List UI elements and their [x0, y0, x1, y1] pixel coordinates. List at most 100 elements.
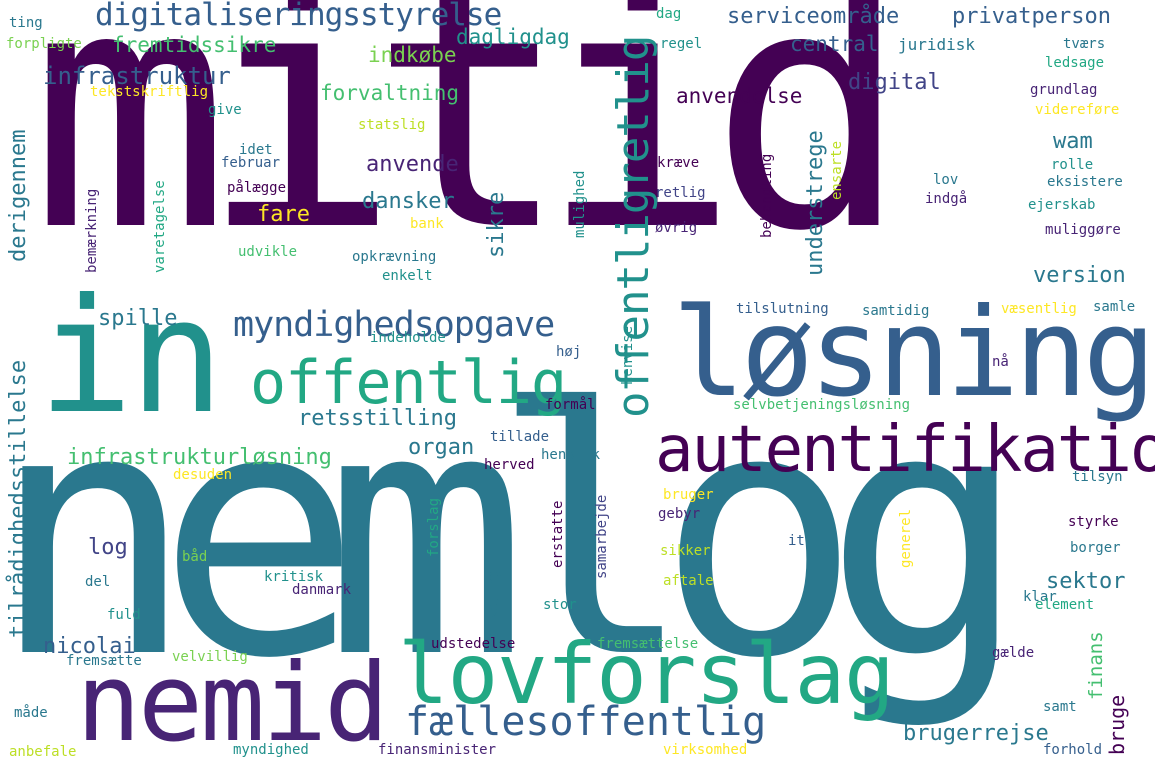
word-organ: organ — [408, 435, 475, 460]
word-forhold: forhold — [1043, 742, 1103, 758]
word-gebyr: gebyr — [658, 506, 701, 522]
word-folketing: folketing — [486, 569, 502, 645]
word-mitid: mitid — [30, 0, 909, 304]
word-version: version — [1033, 263, 1126, 288]
word-behandling: behandling — [759, 153, 775, 238]
word-ting: ting — [9, 15, 43, 31]
word-anvende: anvende — [366, 152, 459, 177]
word-gaelde: gælde — [992, 645, 1035, 661]
word-digitaliseringsstyrelse: digitaliseringsstyrelse — [95, 0, 502, 33]
word-sikre: sikre — [484, 191, 509, 258]
word-bemaerkning: bemærkning — [84, 188, 100, 273]
word-tvaers: tværs — [1063, 36, 1106, 52]
word-forslag: forslag — [426, 497, 442, 557]
word-enkelt: enkelt — [382, 268, 433, 284]
word-infrastruktur: infrastruktur — [43, 62, 231, 90]
word-retlig: retlig — [655, 185, 706, 201]
word-rolle: rolle — [1051, 157, 1094, 173]
word-eksistere: eksistere — [1047, 174, 1123, 190]
word-privatperson: privatperson — [952, 4, 1111, 29]
word-tilradighedsstillelse: tilrådighedsstillelse — [6, 359, 31, 638]
word-understrege: understrege — [803, 130, 828, 276]
word-del: del — [85, 574, 111, 590]
word-mulighed: mulighed — [572, 170, 588, 238]
word-lovforslag: lovforslag — [398, 625, 895, 723]
word-ensarte: ensarte — [829, 140, 845, 200]
word-juridisk: juridisk — [898, 35, 976, 54]
word-varetagelse: varetagelse — [152, 180, 168, 273]
word-virksomhed: virksomhed — [663, 742, 748, 758]
word-februar: februar — [221, 155, 281, 171]
word-velvillig: velvillig — [172, 649, 248, 665]
word-videreforte: videreføre — [1035, 102, 1120, 118]
word-faellesoffentlig: fællesoffentlig — [405, 699, 767, 745]
word-brugerrejse: brugerrejse — [903, 721, 1049, 746]
word-henvise: henvise — [620, 325, 636, 385]
word-made: måde — [14, 705, 48, 721]
word-stor: stor — [543, 597, 577, 613]
word-bank: bank — [410, 216, 444, 232]
word-ledsage: ledsage — [1045, 55, 1105, 71]
word-formal: formål — [545, 397, 596, 413]
word-klar: klar — [1023, 589, 1057, 605]
word-tillade: tillade — [490, 429, 550, 445]
word-samt: samt — [1043, 699, 1077, 715]
word-nemid: nemid — [76, 641, 389, 766]
word-samle: samle — [1093, 299, 1136, 315]
word-fremsaettelse: fremsættelse — [597, 636, 699, 652]
word-indkobe: indkøbe — [368, 43, 457, 67]
word-derigennem: derigennem — [6, 129, 31, 262]
word-log: log — [88, 535, 128, 560]
word-give: give — [208, 102, 242, 118]
word-in: in — [38, 265, 224, 449]
word-indga: indgå — [925, 191, 968, 207]
word-udstedelse: udstedelse — [431, 636, 516, 652]
word-fuld: fuld — [107, 607, 141, 623]
word-fremsaette: fremsætte — [66, 653, 142, 669]
word-vaesentlig: væsentlig — [1001, 301, 1077, 317]
word-erstatte: erstatte — [550, 500, 566, 568]
word-infrastrukturlosning: infrastrukturløsning — [67, 445, 332, 470]
word-myndighedsopgave: myndighedsopgave — [233, 305, 555, 345]
word-tekstskriftlig: tekstskriftlig — [90, 84, 209, 100]
word-fremtidssikre: fremtidssikre — [112, 33, 277, 57]
word-samtidig: samtidig — [862, 303, 930, 319]
word-aftale: aftale — [663, 573, 714, 589]
word-forpligte: forpligte — [6, 36, 82, 52]
word-offentlig: offentlig — [250, 348, 567, 418]
word-borger: borger — [1070, 540, 1121, 556]
word-sektor: sektor — [1046, 569, 1126, 594]
word-dansker: dansker — [362, 189, 455, 214]
word-styrke: styrke — [1068, 514, 1119, 530]
word-grundlag: grundlag — [1030, 82, 1098, 98]
word-generel: generel — [898, 508, 914, 568]
word-dag: dag — [656, 6, 682, 22]
word-wam: wam — [1053, 129, 1093, 154]
word-ovrig: øvrig — [655, 220, 698, 236]
word-na: nå — [992, 354, 1009, 370]
word-palaegge: pålægge — [227, 180, 287, 196]
word-central: central — [790, 32, 879, 56]
word-anvendelse: anvendelse — [676, 84, 803, 108]
word-finans: finans — [1085, 631, 1107, 700]
word-nemlog: nemlog — [0, 337, 1028, 733]
word-herved: herved — [484, 457, 535, 473]
word-element: element — [1035, 597, 1095, 613]
word-sikker: sikker — [660, 543, 711, 559]
word-samarbejde: samarbejde — [594, 494, 610, 579]
word-spille: spille — [98, 306, 178, 331]
word-dagligdag: dagligdag — [456, 25, 570, 49]
word-ejerskab: ejerskab — [1028, 197, 1096, 213]
word-bruge: bruge — [1105, 694, 1129, 755]
word-myndighed: myndighed — [233, 742, 309, 758]
word-hoj: høj — [556, 344, 582, 360]
word-selvbetjeningslosning: selvbetjeningsløsning — [733, 397, 911, 413]
word-indeholde: indeholde — [370, 330, 446, 346]
word-losning: løsning — [672, 282, 1155, 424]
word-digital: digital — [848, 70, 941, 95]
word-statslig: statslig — [358, 117, 426, 133]
word-desuden: desuden — [173, 467, 233, 483]
word-kraeve: kræve — [657, 155, 700, 171]
word-autentifikation: autentifikation — [655, 413, 1155, 487]
